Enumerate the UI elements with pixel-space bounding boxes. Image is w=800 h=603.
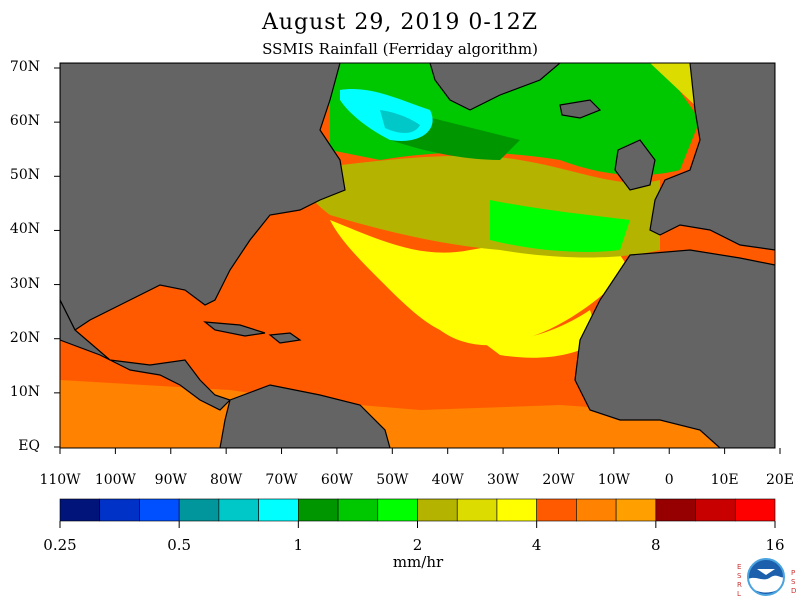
colorbar-swatch: [178, 498, 220, 522]
colorbar-swatch: [337, 498, 379, 522]
lat-label: 40N: [9, 221, 40, 238]
colorbar-tick-label: 2: [412, 536, 423, 554]
lat-label: 60N: [9, 113, 40, 130]
colorbar-swatch: [417, 498, 458, 522]
colorbar-swatch: [456, 498, 498, 522]
land-europe: [649, 63, 775, 251]
colorbar-swatch: [695, 498, 736, 522]
colorbar-swatch: [655, 498, 696, 522]
lat-label: 70N: [9, 59, 40, 75]
rain-band-yellow-2: [480, 310, 600, 358]
land-central-america: [60, 299, 232, 411]
lon-label: 10E: [710, 472, 739, 488]
rain-core-teal: [380, 110, 420, 133]
land-cuba: [203, 321, 266, 337]
lon-label: 30W: [486, 472, 520, 488]
lon-label: 60W: [320, 472, 354, 488]
lon-label: 10W: [597, 472, 630, 488]
land-south-america: [219, 384, 391, 448]
colorbar-ticks: [59, 521, 776, 528]
colorbar-swatch: [377, 498, 418, 522]
colorbar-swatch: [218, 498, 259, 522]
colorbar-swatch: [576, 498, 617, 522]
colorbar-swatch: [536, 498, 577, 522]
colorbar-swatch: [615, 498, 657, 522]
land-hispaniola: [268, 332, 302, 344]
map-frame: [59, 62, 776, 449]
lon-label: 50W: [376, 472, 409, 488]
colorbar-tick-label: 16: [765, 536, 785, 554]
map-title: August 29, 2019 0-12Z: [261, 10, 539, 35]
lat-label: 20N: [9, 329, 40, 346]
lat-label: 50N: [9, 167, 40, 184]
colorbar-swatch: [99, 498, 140, 522]
colorbar-tick-label: 4: [531, 536, 542, 554]
colorbar-tick-label: 1: [293, 536, 304, 554]
lat-label: EQ: [18, 438, 40, 454]
land-british-isles: [614, 139, 656, 191]
rain-band-green-light: [490, 200, 630, 252]
lon-label: 20E: [765, 472, 795, 488]
colorbar: [59, 498, 776, 522]
colorbar-tick-label: 0.5: [167, 536, 192, 554]
lat-label: 10N: [9, 383, 40, 400]
lon-label: 90W: [154, 472, 187, 488]
colorbar-tick-label: 8: [651, 536, 661, 554]
colorbar-swatch: [139, 498, 180, 522]
colorbar-swatch: [59, 498, 101, 522]
colorbar-swatch: [258, 498, 299, 522]
lon-label: 20W: [542, 472, 575, 488]
map-subtitle: SSMIS Rainfall (Ferriday algorithm): [262, 40, 538, 58]
lon-label: 70W: [265, 472, 298, 488]
map-field: [60, 63, 775, 448]
lon-label: 100W: [94, 472, 136, 488]
colorbar-swatch: [496, 498, 537, 522]
land-greenland: [429, 63, 561, 111]
land-masses: [60, 63, 775, 448]
lon-label: 0: [664, 472, 674, 488]
colorbar-units: mm/hr: [392, 553, 444, 571]
lon-label: 40W: [431, 472, 464, 488]
colorbar-swatch: [734, 498, 776, 522]
lon-ticks: [59, 448, 781, 454]
land-iceland: [559, 99, 602, 119]
colorbar-swatch: [298, 498, 339, 522]
land-africa: [574, 249, 775, 448]
colorbar-tick-label: 0.25: [43, 536, 77, 554]
lon-label: 80W: [210, 472, 243, 488]
lat-ticks: [54, 67, 60, 448]
land-north-america: [60, 63, 346, 331]
lat-label: 30N: [9, 275, 40, 292]
lon-label: 110W: [39, 472, 81, 488]
